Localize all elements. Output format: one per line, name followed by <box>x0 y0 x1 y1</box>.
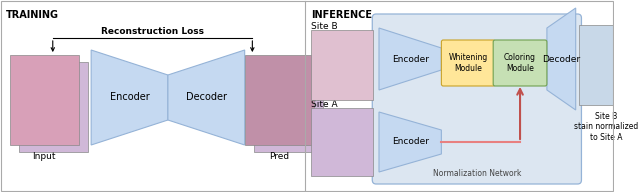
Text: Coloring
Module: Coloring Module <box>504 53 536 73</box>
Polygon shape <box>379 28 442 90</box>
Text: Normalization Network: Normalization Network <box>433 169 521 178</box>
Text: Encoder: Encoder <box>392 137 429 146</box>
Text: Site B: Site B <box>311 22 337 31</box>
Text: Decoder: Decoder <box>542 55 580 64</box>
Text: Input: Input <box>33 152 56 161</box>
Bar <box>10 55 79 145</box>
Bar <box>311 30 373 100</box>
FancyBboxPatch shape <box>493 40 547 86</box>
Text: Site A: Site A <box>311 100 337 109</box>
FancyBboxPatch shape <box>372 14 582 184</box>
Bar <box>254 62 323 152</box>
Text: Reconstruction Loss: Reconstruction Loss <box>101 27 204 36</box>
Text: TRAINING: TRAINING <box>6 10 59 20</box>
Text: Decoder: Decoder <box>186 93 227 103</box>
Text: Pred: Pred <box>269 152 289 161</box>
Bar <box>311 108 373 176</box>
Bar <box>19 62 88 152</box>
Text: Whitening
Module: Whitening Module <box>449 53 488 73</box>
Text: Site B
stain normalized
to Site A: Site B stain normalized to Site A <box>574 112 639 142</box>
Polygon shape <box>379 112 442 172</box>
Bar <box>244 55 314 145</box>
Text: Encoder: Encoder <box>392 55 429 64</box>
Text: INFERENCE: INFERENCE <box>311 10 372 20</box>
FancyBboxPatch shape <box>442 40 495 86</box>
Bar <box>579 25 634 105</box>
Polygon shape <box>168 50 244 145</box>
Text: Encoder: Encoder <box>109 93 149 103</box>
Polygon shape <box>91 50 168 145</box>
Polygon shape <box>547 8 576 110</box>
